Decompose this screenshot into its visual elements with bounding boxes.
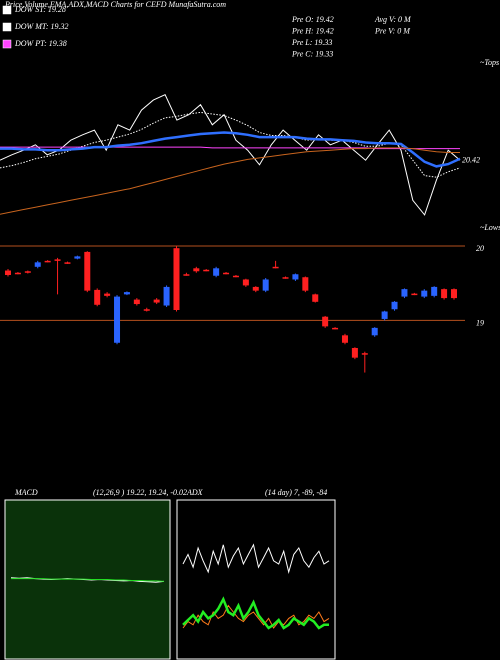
- candle-body: [153, 299, 160, 303]
- candle-body: [5, 270, 11, 275]
- info-text: Pre O: 19.42: [291, 15, 334, 24]
- candle-body: [262, 279, 269, 291]
- info-text: Pre C: 19.33: [291, 49, 333, 58]
- candle-body: [351, 347, 358, 358]
- last-value: 20.42: [462, 155, 480, 164]
- candle-body: [272, 266, 279, 269]
- panel-title: ADX: [186, 488, 204, 497]
- candle-body: [24, 271, 31, 273]
- candle-body: [341, 335, 348, 343]
- candle-body: [223, 272, 230, 275]
- panel-title: MACD: [14, 488, 38, 497]
- candle-body: [371, 327, 378, 336]
- legend-swatch: [2, 39, 12, 49]
- candle-body: [381, 311, 388, 319]
- candle-body: [193, 268, 200, 272]
- candle-body: [64, 262, 71, 264]
- series-line: [0, 111, 461, 178]
- candle-body: [441, 289, 448, 299]
- series-line: [182, 596, 329, 630]
- candle-body: [74, 256, 81, 259]
- candle-body: [332, 327, 339, 330]
- candle-body: [213, 268, 220, 276]
- candle-body: [133, 299, 140, 305]
- candle-body: [173, 248, 180, 310]
- series-line: [0, 146, 460, 150]
- panel-subtitle: (12,26,9 ) 19.22, 19.24, -0.02: [93, 488, 187, 497]
- candle-body: [54, 259, 61, 261]
- candle-body: [252, 286, 259, 291]
- panel-subtitle: (14 day) 7, -89, -84: [265, 488, 327, 497]
- candle-body: [183, 274, 190, 276]
- candle-body: [421, 290, 428, 297]
- candle-body: [322, 316, 329, 327]
- legend-label: DOW MT: 19.32: [14, 22, 69, 31]
- candle-body: [292, 274, 299, 280]
- legend-swatch: [2, 22, 12, 32]
- info-text: Avg V: 0 M: [374, 15, 412, 24]
- y-tick-label: 19: [476, 318, 484, 327]
- candle-body: [44, 260, 51, 263]
- series-line: [11, 578, 165, 582]
- candle-body: [94, 289, 101, 305]
- candle-body: [84, 251, 91, 291]
- candle-body: [451, 289, 457, 299]
- info-text: Pre V: 0 M: [374, 26, 411, 35]
- series-line: [0, 131, 461, 168]
- y-tick-label: 20: [476, 244, 484, 253]
- candle-body: [163, 286, 170, 306]
- candle-body: [302, 277, 309, 291]
- candle-body: [232, 275, 239, 278]
- series-line: [182, 604, 330, 629]
- candle-body: [312, 294, 319, 302]
- candle-body: [431, 286, 438, 296]
- candle-body: [14, 272, 21, 275]
- candle-body: [282, 277, 289, 279]
- candle-body: [203, 269, 210, 272]
- series-line: [0, 94, 461, 216]
- series-line: [182, 543, 330, 574]
- candle-body: [391, 301, 398, 310]
- legend-swatch: [2, 5, 12, 15]
- panel: [176, 499, 336, 660]
- candle-body: [114, 296, 121, 343]
- candle-body: [361, 353, 368, 355]
- candle-body: [242, 279, 249, 286]
- candle-body: [411, 293, 418, 296]
- candle-body: [123, 292, 130, 295]
- legend-label: DOW ST: 19.28: [14, 5, 66, 14]
- candle-body: [34, 262, 41, 267]
- candle-body: [104, 293, 111, 296]
- legend-label: DOW PT: 19.38: [14, 39, 67, 48]
- info-text: Pre L: 19.33: [291, 38, 332, 47]
- candle-body: [401, 289, 408, 297]
- lows-label: ~Lows: [480, 223, 500, 232]
- candle-body: [143, 309, 150, 311]
- info-text: Pre H: 19.42: [291, 26, 334, 35]
- tops-label: ~Tops: [480, 58, 499, 67]
- chart-title: Price,Volume,EMA,ADX,MACD Charts for CEF…: [4, 0, 226, 9]
- series-line: [0, 147, 460, 215]
